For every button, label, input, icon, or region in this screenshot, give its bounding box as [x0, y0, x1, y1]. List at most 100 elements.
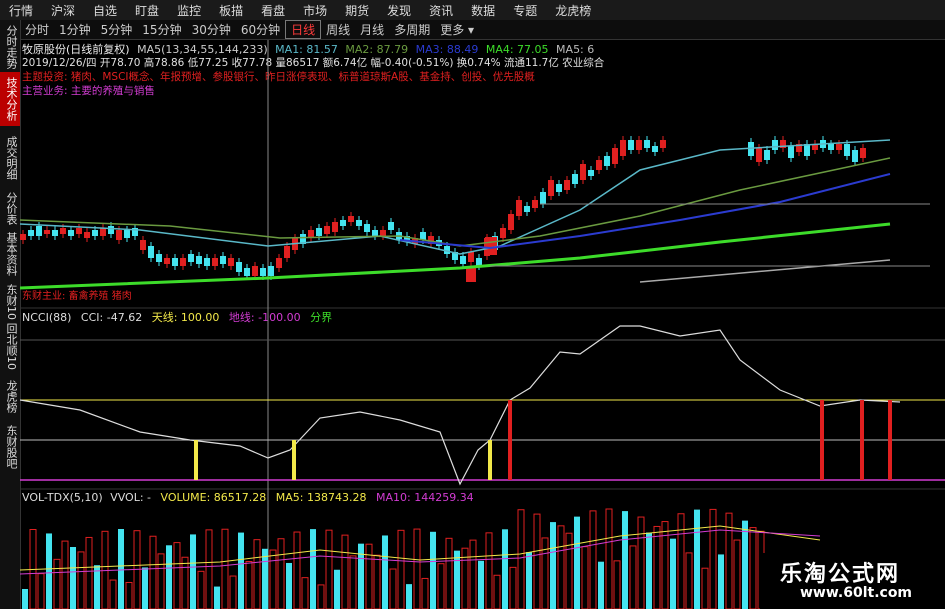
candle-body	[156, 254, 162, 262]
volume-bar	[622, 511, 628, 609]
candle-body	[756, 148, 762, 162]
period-bar: 分时 1分钟 5分钟 15分钟 30分钟 60分钟 日线 周线 月线 多周期 更多 ▾	[20, 20, 945, 40]
top-nav-item[interactable]: 行情	[9, 3, 34, 18]
candle-body	[196, 256, 202, 264]
volume-bar	[406, 584, 412, 609]
top-nav-item[interactable]: 龙虎榜	[555, 3, 592, 18]
candle-body	[108, 226, 114, 234]
candle-body	[444, 246, 450, 254]
volume-bar	[749, 527, 757, 609]
volume-bar	[382, 535, 388, 609]
candle-body	[780, 140, 786, 148]
period-tab[interactable]: 5分钟	[100, 23, 133, 37]
left-tab[interactable]: 东财股吧	[5, 425, 18, 469]
top-nav-item[interactable]: 发现	[387, 3, 412, 18]
candle-body	[804, 144, 810, 156]
candle-body	[788, 146, 794, 158]
volume-bar	[61, 540, 69, 609]
ma1-line	[20, 139, 891, 255]
volume-bar	[373, 554, 381, 609]
volume-bar	[526, 552, 532, 609]
cci-name[interactable]: NCCI(88)	[22, 311, 72, 324]
candle-body	[476, 258, 482, 266]
volume-bar	[565, 532, 573, 609]
candle-body	[420, 232, 426, 240]
period-tab[interactable]: 60分钟	[240, 23, 281, 37]
top-nav-item[interactable]: 资讯	[429, 3, 454, 18]
volume-bar	[85, 536, 93, 609]
volume-bar	[550, 522, 556, 609]
candle-body	[68, 230, 74, 236]
volume-bar	[533, 513, 541, 609]
watermark-bg	[760, 553, 945, 609]
top-nav-item[interactable]: 盯盘	[135, 3, 160, 18]
top-nav-item[interactable]: 数据	[471, 3, 496, 18]
period-tab[interactable]: 日线	[285, 20, 322, 39]
period-tab[interactable]: 1分钟	[59, 23, 91, 37]
main-info-line: 牧原股份(日线前复权) MA5(13,34,55,144,233) MA1: 8…	[22, 41, 594, 57]
cci-signal-bar	[860, 400, 864, 480]
left-tab[interactable]: 基本资料	[5, 232, 18, 276]
top-nav-item[interactable]: 监控	[177, 3, 202, 18]
top-nav-item[interactable]: 自选	[93, 3, 118, 18]
left-tab[interactable]: 分价表	[5, 191, 18, 225]
stock-name[interactable]: 牧原股份(日线前复权)	[22, 43, 130, 56]
candle-body	[300, 234, 306, 244]
cci-signal-bar	[820, 400, 824, 480]
volume-bar	[293, 531, 301, 609]
candle-body	[204, 258, 210, 266]
volume-bar	[694, 509, 700, 609]
candle-body	[268, 266, 274, 276]
volume-bar	[221, 528, 229, 609]
left-tab[interactable]: 回北顺10	[5, 322, 18, 370]
vvol-value: VVOL: -	[110, 491, 152, 504]
dixian-value: 地线: -100.00	[228, 311, 301, 324]
candle-body	[60, 228, 66, 234]
volume-bar	[181, 556, 189, 609]
candle-body	[180, 258, 186, 266]
candle-body	[148, 246, 154, 258]
volume-bar	[742, 520, 748, 609]
volume-bar	[589, 510, 597, 609]
left-tab[interactable]: 龙虎榜	[5, 379, 18, 413]
vol-name[interactable]: VOL-TDX(5,10)	[22, 491, 103, 504]
volume-bar	[397, 529, 405, 609]
candle-body	[764, 150, 770, 160]
period-tab[interactable]: 多周期	[394, 23, 431, 37]
volume-bar	[317, 584, 325, 609]
volume-bar	[502, 529, 508, 609]
watermark-url: www.60lt.com	[800, 585, 913, 601]
period-tab[interactable]: 30分钟	[191, 23, 231, 37]
volume-bar	[349, 555, 357, 609]
top-nav-item[interactable]: 专题	[513, 3, 538, 18]
left-tab[interactable]: 成交明细	[5, 136, 18, 180]
volume-bar	[413, 528, 421, 609]
industry-tag: 东财主业: 畜禽养殖 猪肉	[22, 291, 132, 302]
kline-chart-area[interactable]	[20, 40, 945, 609]
candle-body	[828, 144, 834, 150]
volume-bar	[197, 570, 205, 609]
top-nav-item[interactable]: 期货	[345, 3, 370, 18]
left-tab[interactable]: 技术分析	[0, 72, 20, 126]
candle-body	[284, 246, 290, 258]
period-tab[interactable]: 15分钟	[142, 23, 182, 37]
top-nav-item[interactable]: 沪深	[51, 3, 76, 18]
volume-bar	[733, 539, 741, 609]
top-nav-item[interactable]: 市场	[303, 3, 328, 18]
cci-signal-bar	[194, 440, 198, 480]
left-tab[interactable]: 分时走势	[5, 25, 18, 69]
period-tab[interactable]: 周线	[326, 23, 351, 37]
candle-body	[244, 268, 250, 276]
volume-bar	[517, 509, 525, 609]
date-line: 2019/12/26/四 开78.70 高78.86 低77.25 收77.78…	[22, 57, 605, 69]
top-nav-item[interactable]: 板描	[219, 3, 244, 18]
candle-body	[100, 228, 106, 236]
candle-body	[76, 228, 82, 234]
period-tab[interactable]: 分时	[25, 23, 50, 37]
period-tab[interactable]: 月线	[360, 23, 385, 37]
period-tab[interactable]: 更多 ▾	[440, 23, 475, 37]
candle-body	[212, 258, 218, 266]
left-tab[interactable]: 东财10	[5, 284, 18, 320]
vol-ma5-line	[20, 525, 821, 571]
top-nav-item[interactable]: 看盘	[261, 3, 286, 18]
